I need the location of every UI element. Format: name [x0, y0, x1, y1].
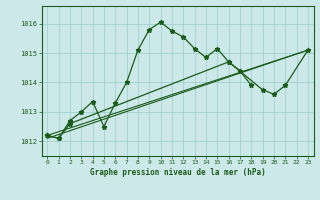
X-axis label: Graphe pression niveau de la mer (hPa): Graphe pression niveau de la mer (hPa) [90, 168, 266, 177]
